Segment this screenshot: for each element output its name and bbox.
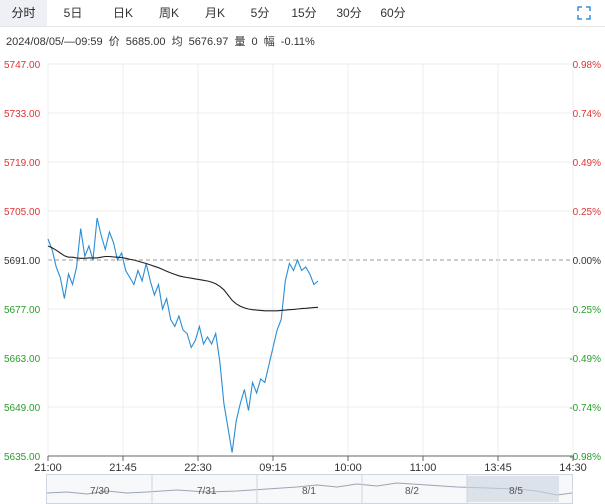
- quote-datetime: 2024/08/05/—09:59: [6, 36, 103, 48]
- x-tick-label: 22:30: [184, 462, 212, 474]
- tab-intraday[interactable]: 分时: [0, 0, 47, 26]
- y-right-tick-label: -0.49%: [569, 354, 601, 365]
- change-label: 幅: [263, 36, 275, 48]
- avg-series-line: [47, 245, 319, 312]
- y-left-tick-label: 5733.00: [4, 109, 41, 120]
- navigator-sparkline: [47, 475, 572, 503]
- chart-grid: [47, 63, 574, 457]
- y-right-tick-label: -0.98%: [569, 452, 601, 463]
- fullscreen-icon[interactable]: [577, 6, 591, 20]
- y-right-tick-label: 0.98%: [573, 60, 601, 71]
- y-right-tick-label: -0.74%: [569, 403, 601, 414]
- nav-label-0731: 7/31: [197, 486, 217, 497]
- nav-label-0802: 8/2: [405, 486, 419, 497]
- price-value: 5685.00: [125, 36, 166, 48]
- period-tabs: 分时 5日 日K 周K 月K 5分 15分 30分 60分: [0, 0, 605, 27]
- quote-info: 2024/08/05/—09:59 价 5685.00 均 5676.97 量 …: [6, 33, 318, 49]
- x-tick-label: 10:00: [334, 462, 362, 474]
- y-left-tick-label: 5677.00: [4, 305, 41, 316]
- change-value: -0.11%: [280, 36, 315, 48]
- volume-value: 0: [251, 36, 258, 48]
- x-tick-label: 09:15: [259, 462, 287, 474]
- volume-label: 量: [234, 36, 246, 48]
- avg-value: 5676.97: [188, 36, 229, 48]
- price-series-line: [47, 217, 319, 453]
- nav-label-0801: 8/1: [302, 486, 316, 497]
- tab-30min[interactable]: 30分: [336, 6, 362, 20]
- nav-label-0805: 8/5: [509, 486, 523, 497]
- y-left-tick-label: 5663.00: [4, 354, 41, 365]
- avg-label: 均: [171, 36, 183, 48]
- y-left-tick-label: 5747.00: [4, 60, 41, 71]
- y-right-tick-label: 0.25%: [573, 207, 601, 218]
- y-left-tick-label: 5635.00: [4, 452, 41, 463]
- tab-15min[interactable]: 15分: [291, 6, 317, 20]
- tab-daily-k[interactable]: 日K: [112, 6, 133, 20]
- y-right-tick-label: 0.49%: [573, 158, 601, 169]
- y-right-tick-label: 0.25%: [573, 305, 601, 316]
- y-axis-labels: 5747.00 0.98% 5733.00 0.74% 5719.00 0.49% 5705…: [4, 60, 601, 463]
- y-left-tick-label: 5691.00: [4, 256, 41, 267]
- tab-60min[interactable]: 60分: [380, 6, 406, 20]
- y-right-tick-label: 0.00%: [573, 256, 601, 267]
- x-tick-label: 14:30: [559, 462, 587, 474]
- x-tick-label: 21:00: [34, 462, 62, 474]
- y-left-tick-label: 5649.00: [4, 403, 41, 414]
- tab-monthly-k[interactable]: 月K: [204, 6, 225, 20]
- nav-label-0730: 7/30: [90, 486, 110, 497]
- chart-series: [47, 217, 319, 453]
- time-navigator[interactable]: 7/30 7/31 8/1 8/2 8/5: [46, 474, 573, 504]
- x-tick-label: 11:00: [410, 462, 437, 474]
- y-left-tick-label: 5719.00: [4, 158, 41, 169]
- y-left-tick-label: 5705.00: [4, 207, 41, 218]
- price-label: 价: [108, 36, 120, 48]
- x-axis: 21:00 21:45 22:30 09:15 10:00 11:00 13:45 14:30: [34, 455, 587, 474]
- tab-weekly-k[interactable]: 周K: [158, 6, 179, 20]
- x-tick-label: 13:45: [484, 462, 512, 474]
- x-tick-label: 21:45: [109, 462, 137, 474]
- tab-5day[interactable]: 5日: [63, 6, 83, 20]
- tab-5min[interactable]: 5分: [250, 6, 270, 20]
- y-right-tick-label: 0.74%: [573, 109, 601, 120]
- intraday-chart[interactable]: 5747.00 0.98% 5733.00 0.74% 5719.00 0.49% 5705…: [0, 50, 605, 474]
